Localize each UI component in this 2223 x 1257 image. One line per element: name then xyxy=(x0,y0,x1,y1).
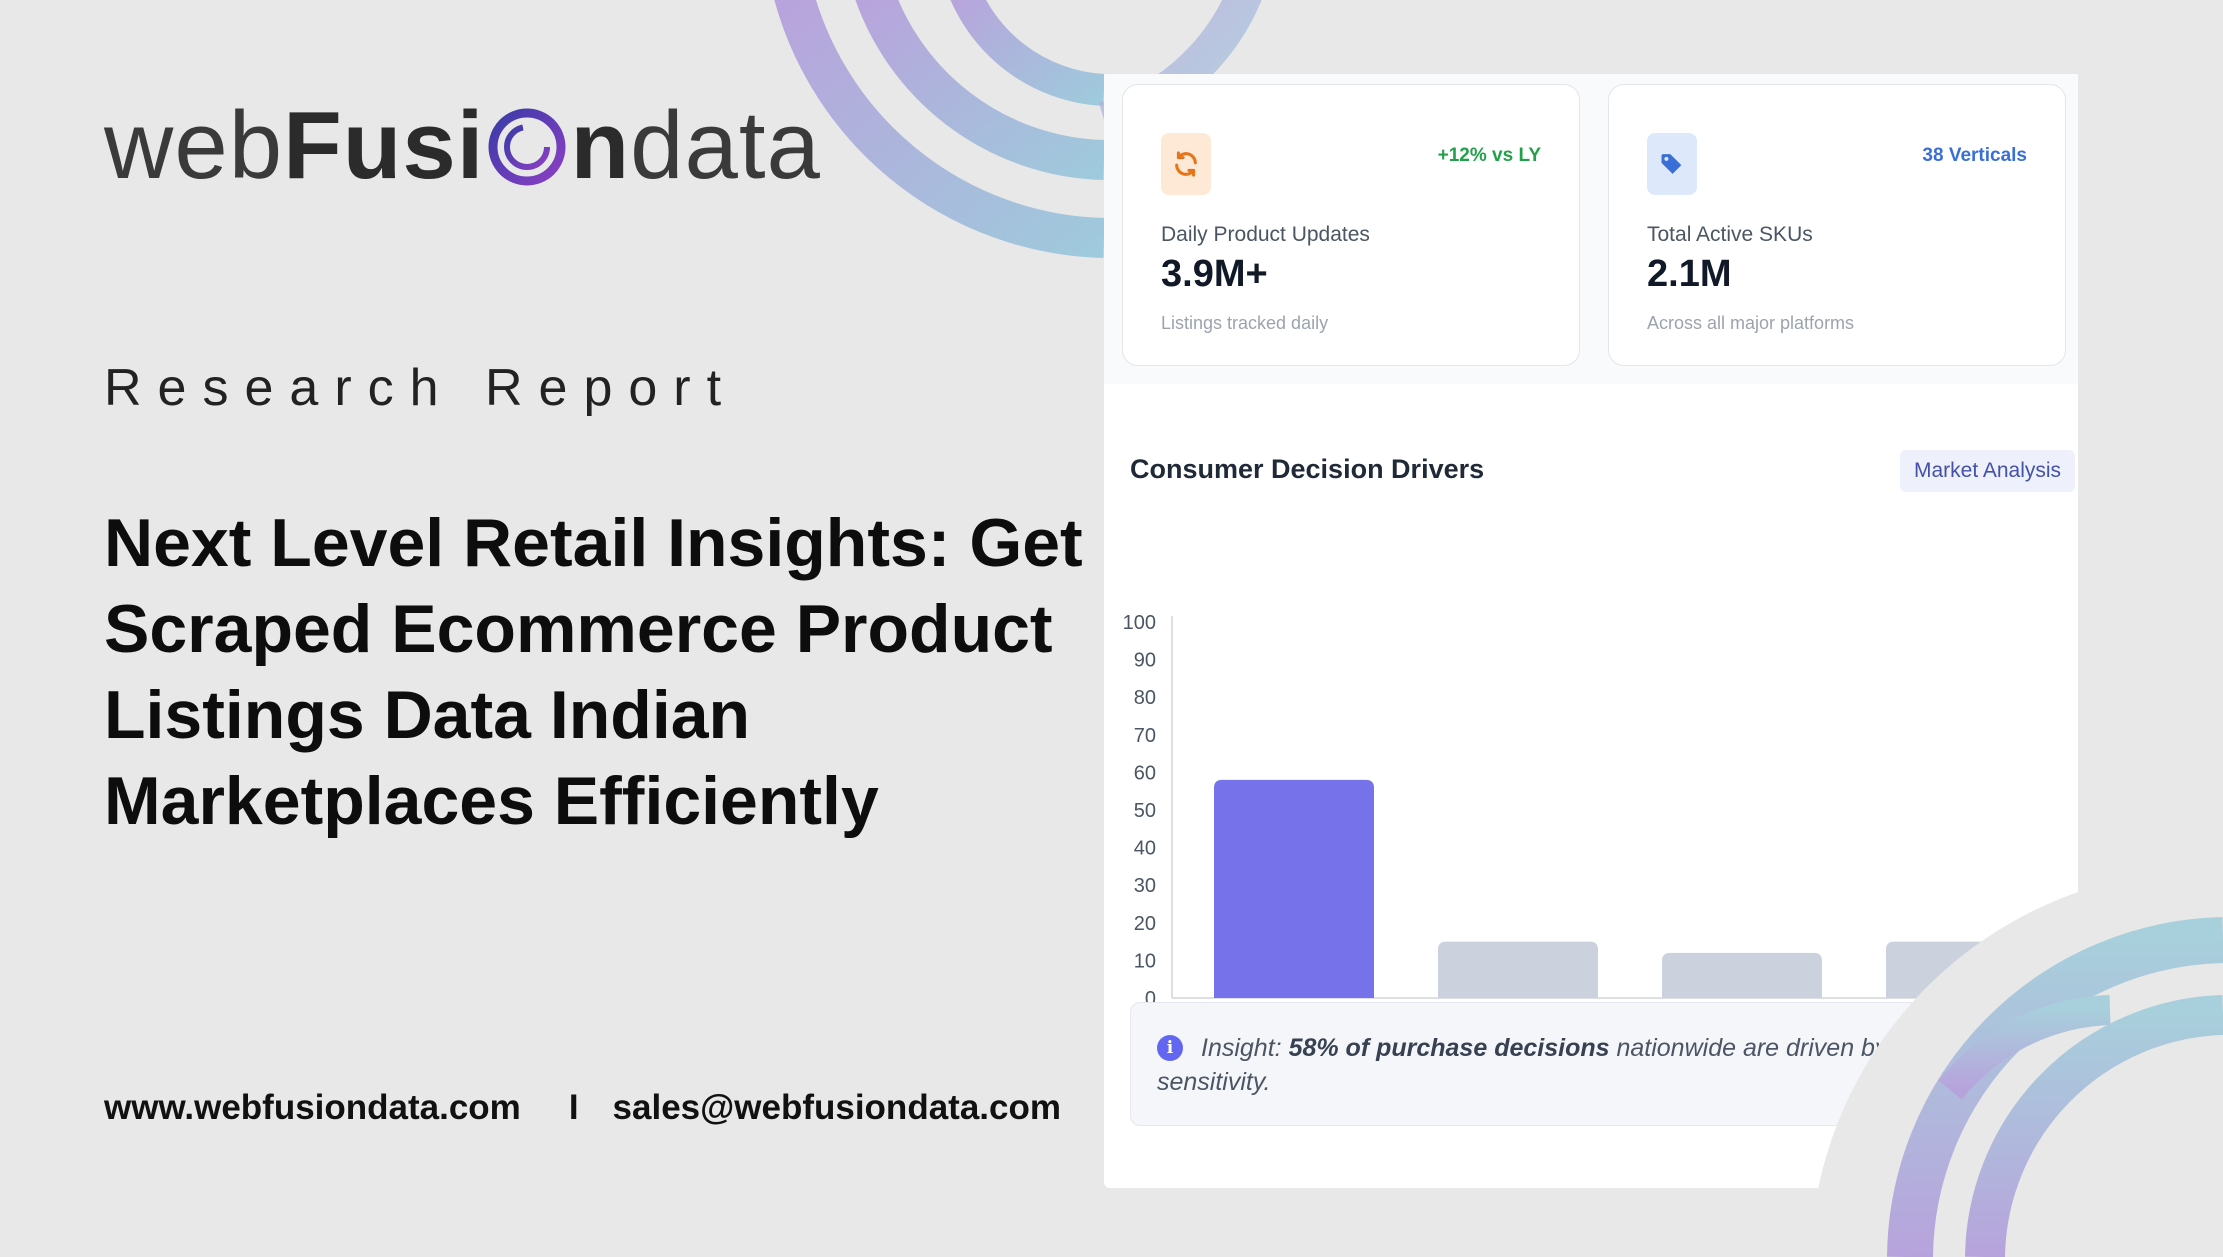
stat-value: 3.9M+ xyxy=(1161,253,1268,295)
stat-card-daily-updates: +12% vs LY Daily Product Updates 3.9M+ L… xyxy=(1122,84,1580,366)
chart-bar xyxy=(1214,779,1374,998)
stat-card-active-skus: 38 Verticals Total Active SKUs 2.1M Acro… xyxy=(1608,84,2066,366)
chart-section-title: Consumer Decision Drivers xyxy=(1130,454,1485,484)
y-tick-label: 70 xyxy=(1134,725,1156,747)
y-tick-label: 80 xyxy=(1134,687,1156,709)
chart-bar xyxy=(1662,952,1822,998)
website-link[interactable]: www.webfusiondata.com xyxy=(104,1088,521,1127)
stat-badge: 38 Verticals xyxy=(1922,145,2027,166)
stat-value: 2.1M xyxy=(1647,253,1732,295)
y-tick-label: 0 xyxy=(1145,988,1156,1010)
insight-box: i Insight: 58% of purchase decisions nat… xyxy=(1130,1002,2040,1126)
y-tick-label: 60 xyxy=(1134,762,1156,784)
insight-lead: Insight: xyxy=(1201,1034,1282,1062)
report-type-label: Research Report xyxy=(104,359,738,417)
brand-logo: webFusi ndata xyxy=(104,96,820,200)
page-title: Next Level Retail Insights: Get Scraped … xyxy=(104,505,1083,839)
logo-word-n: n xyxy=(570,92,631,199)
stat-label: Total Active SKUs xyxy=(1647,223,1813,246)
decision-drivers-chart: 0102030405060708090100Pricing Sensitivit… xyxy=(1123,612,2066,1035)
market-analysis-tag[interactable]: Market Analysis xyxy=(1900,450,2076,492)
dashboard-panel: +12% vs LY Daily Product Updates 3.9M+ L… xyxy=(1104,74,2078,1188)
stat-label: Daily Product Updates xyxy=(1161,223,1370,246)
y-tick-label: 10 xyxy=(1134,950,1156,972)
y-tick-label: 40 xyxy=(1134,838,1156,860)
contact-separator: I xyxy=(568,1088,579,1127)
stat-subtext: Listings tracked daily xyxy=(1161,313,1329,333)
logo-word-data: data xyxy=(630,92,821,199)
logo-ring-icon xyxy=(488,108,566,186)
insight-text: Insight: 58% of purchase decisions natio… xyxy=(1157,1031,2037,1099)
stat-badge: +12% vs LY xyxy=(1437,145,1541,166)
logo-word-fusi: Fusi xyxy=(283,92,485,199)
y-tick-label: 50 xyxy=(1134,800,1156,822)
chart-bar xyxy=(1438,941,1598,998)
stats-strip: +12% vs LY Daily Product Updates 3.9M+ L… xyxy=(1104,74,2078,384)
logo-word-web: web xyxy=(104,92,284,199)
y-tick-label: 20 xyxy=(1134,913,1156,935)
y-tick-label: 30 xyxy=(1134,875,1156,897)
refresh-icon xyxy=(1161,133,1211,195)
tag-icon xyxy=(1647,133,1697,195)
y-tick-label: 90 xyxy=(1134,650,1156,672)
email-link[interactable]: sales@webfusiondata.com xyxy=(612,1088,1061,1127)
y-tick-label: 100 xyxy=(1123,612,1156,634)
insight-emphasis: 58% of purchase decisions xyxy=(1288,1034,1610,1062)
info-icon: i xyxy=(1157,1035,1183,1061)
chart-bar xyxy=(1886,941,2046,998)
stat-subtext: Across all major platforms xyxy=(1647,313,1855,333)
